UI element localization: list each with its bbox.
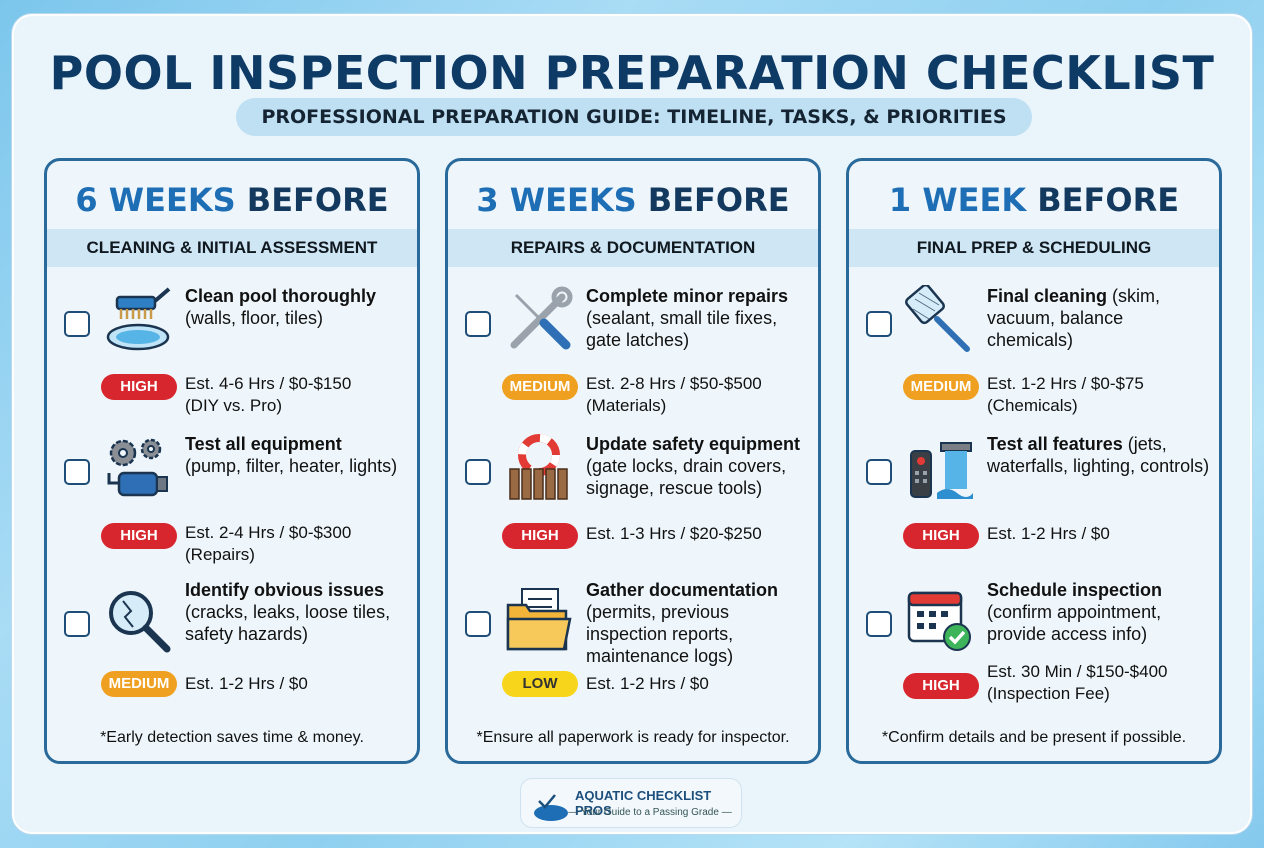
column-subheading: FINAL PREP & SCHEDULING (849, 229, 1219, 267)
column-note: *Confirm details and be present if possi… (881, 729, 1187, 746)
priority-badge: LOW (502, 671, 578, 697)
brand-logo: AQUATIC CHECKLIST PROS — Your Guide to a… (520, 778, 742, 828)
task-estimate-note: (Chemicals) (987, 396, 1078, 415)
task-detail: (cracks, leaks, loose tiles, safety haza… (185, 602, 391, 644)
logo-tagline: — Your Guide to a Passing Grade — (568, 807, 732, 818)
column-subheading: CLEANING & INITIAL ASSESSMENT (47, 229, 417, 267)
priority-badge: MEDIUM (101, 671, 177, 697)
priority-badge: MEDIUM (502, 374, 578, 400)
logo-name: AQUATIC CHECKLIST PROS (575, 788, 712, 818)
task-detail: (permits, previous inspection reports, m… (586, 602, 734, 666)
task-checkbox[interactable] (64, 311, 90, 337)
task-title: Clean pool thoroughly (185, 286, 376, 306)
task-detail: (skim, vacuum, balance chemicals) (987, 286, 1161, 350)
task-estimate-note: (DIY vs. Pro) (185, 396, 282, 415)
page-subtitle: PROFESSIONAL PREPARATION GUIDE: TIMELINE… (236, 98, 1032, 136)
column-1-week: 1 WEEK BEFORE FINAL PREP & SCHEDULING Fi… (846, 158, 1222, 764)
pool-brush-icon (106, 287, 171, 351)
column-subheading: REPAIRS & DOCUMENTATION (448, 229, 818, 267)
task-detail: (walls, floor, tiles) (185, 308, 324, 328)
column-6-weeks: 6 WEEKS BEFORE CLEANING & INITIAL ASSESS… (44, 158, 420, 764)
heading-before: BEFORE (636, 181, 790, 219)
logo-mark-icon (534, 794, 568, 821)
task-title: Test all features (987, 434, 1123, 454)
task-title: Test all equipment (185, 434, 342, 454)
gears-pump-icon (107, 438, 168, 497)
heading-timeframe: 3 WEEKS (476, 181, 637, 219)
task-estimate: Est. 2-8 Hrs / $50-$500 (586, 374, 762, 393)
task-estimate: Est. 2-4 Hrs / $0-$300 (185, 523, 352, 542)
task-estimate: Est. 1-2 Hrs / $0 (586, 674, 709, 693)
task-estimate: Est. 1-2 Hrs / $0-$75 (987, 374, 1144, 393)
task-detail: (sealant, small tile fixes, gate latches… (586, 308, 778, 350)
task-estimate: Est. 4-6 Hrs / $0-$150 (185, 374, 352, 393)
task-estimate: Est. 30 Min / $150-$400 (987, 662, 1168, 681)
task-checkbox[interactable] (866, 459, 892, 485)
task-checkbox[interactable] (465, 611, 491, 637)
task-estimate-note: (Materials) (586, 396, 667, 415)
task-checkbox[interactable] (64, 459, 90, 485)
priority-badge: HIGH (903, 523, 979, 549)
folder-documents-icon (506, 588, 572, 651)
task-checkbox[interactable] (465, 459, 491, 485)
task-estimate-note: (Repairs) (185, 545, 255, 564)
task-checkbox[interactable] (866, 611, 892, 637)
task-title: Identify obvious issues (185, 580, 385, 600)
task-title: Schedule inspection (987, 580, 1163, 600)
heading-before: BEFORE (235, 181, 389, 219)
column-note: *Ensure all paperwork is ready for inspe… (476, 729, 790, 746)
task-title: Update safety equipment (586, 434, 801, 454)
column-heading: 1 WEEK BEFORE (849, 161, 1219, 229)
task-estimate: Est. 1-2 Hrs / $0 (185, 674, 308, 693)
column-note: *Early detection saves time & money. (100, 729, 364, 746)
task-title: Gather documentation (586, 580, 779, 600)
priority-badge: HIGH (101, 523, 177, 549)
priority-badge: HIGH (903, 673, 979, 699)
task-detail: (gate locks, drain covers, signage, resc… (586, 456, 787, 498)
task-detail: (pump, filter, heater, lights) (185, 456, 398, 476)
priority-badge: HIGH (502, 523, 578, 549)
remote-waterfall-icon (910, 442, 973, 499)
priority-badge: MEDIUM (903, 374, 979, 400)
task-detail: (jets, waterfalls, lighting, controls) (987, 434, 1210, 476)
task-title: Complete minor repairs (586, 286, 789, 306)
column-3-weeks: 3 WEEKS BEFORE REPAIRS & DOCUMENTATION C… (445, 158, 821, 764)
calendar-check-icon (907, 591, 971, 651)
task-title: Final cleaning (987, 286, 1108, 306)
heading-timeframe: 1 WEEK (888, 181, 1027, 219)
page-title: POOL INSPECTION PREPARATION CHECKLIST (49, 46, 1215, 100)
priority-badge: HIGH (101, 374, 177, 400)
task-checkbox[interactable] (64, 611, 90, 637)
heading-before: BEFORE (1026, 181, 1180, 219)
wrench-screwdriver-icon (510, 286, 573, 350)
task-checkbox[interactable] (465, 311, 491, 337)
column-heading: 3 WEEKS BEFORE (448, 161, 818, 229)
skimmer-net-icon (905, 285, 970, 352)
magnifier-crack-icon (109, 591, 171, 653)
task-estimate-note: (Inspection Fee) (987, 684, 1110, 703)
task-detail: (confirm appointment, provide access inf… (987, 602, 1162, 644)
checklist-board: POOL INSPECTION PREPARATION CHECKLIST PR… (12, 14, 1252, 834)
task-checkbox[interactable] (866, 311, 892, 337)
lifebuoy-fence-icon (509, 434, 568, 500)
heading-timeframe: 6 WEEKS (75, 181, 236, 219)
column-heading: 6 WEEKS BEFORE (47, 161, 417, 229)
task-estimate: Est. 1-3 Hrs / $20-$250 (586, 524, 762, 543)
task-estimate: Est. 1-2 Hrs / $0 (987, 524, 1110, 543)
